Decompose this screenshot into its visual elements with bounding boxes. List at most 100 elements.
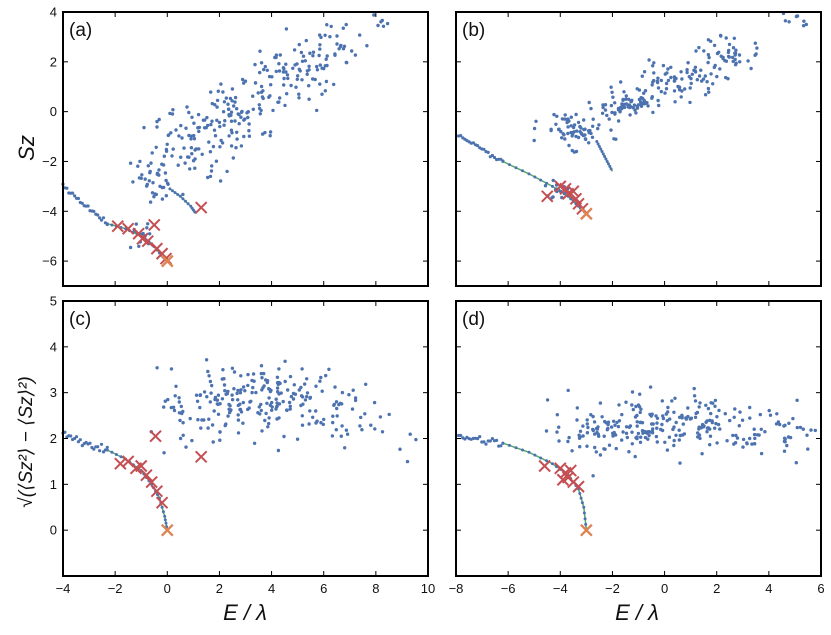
tail-point bbox=[73, 194, 77, 198]
scatter-point bbox=[600, 111, 605, 116]
scatter-point bbox=[635, 420, 639, 424]
x-axis-label-right-text: E / λ bbox=[615, 600, 659, 625]
scatter-point bbox=[259, 402, 263, 407]
scatter-point bbox=[232, 104, 236, 108]
scatter-point bbox=[414, 437, 418, 442]
x-tick-label: 6 bbox=[817, 581, 824, 596]
scatter-point bbox=[329, 24, 333, 29]
tail-point bbox=[482, 440, 486, 444]
scatter-point bbox=[634, 111, 638, 115]
curve-point bbox=[605, 160, 609, 163]
scatter-point bbox=[308, 409, 312, 413]
scatter-point bbox=[269, 83, 273, 87]
scatter-point bbox=[236, 403, 240, 408]
scatter-point bbox=[196, 112, 201, 117]
scatter-point bbox=[212, 128, 217, 132]
scatter-point bbox=[239, 388, 243, 392]
scatter-point bbox=[639, 435, 643, 439]
curve-point bbox=[595, 140, 599, 143]
scatter-point bbox=[648, 385, 653, 389]
scatter-point bbox=[703, 93, 708, 97]
scatter-point bbox=[234, 146, 238, 150]
scatter-point bbox=[369, 423, 373, 427]
scatter-point bbox=[677, 415, 682, 419]
scatter-point bbox=[207, 417, 211, 421]
curve-point bbox=[181, 197, 185, 201]
panel-frame bbox=[455, 11, 822, 287]
scatter-point bbox=[738, 410, 742, 414]
scatter-point bbox=[134, 222, 138, 226]
scatter-point bbox=[220, 377, 224, 381]
x-tick-label: 10 bbox=[421, 581, 435, 596]
scatter-point bbox=[196, 418, 200, 422]
scatter-point bbox=[174, 128, 178, 132]
scatter-point bbox=[140, 173, 144, 177]
scatter-point bbox=[408, 432, 412, 436]
x-tick-label: 2 bbox=[216, 581, 223, 596]
scatter-point bbox=[686, 414, 690, 419]
curve-point bbox=[607, 162, 610, 166]
scatter-point bbox=[299, 403, 303, 408]
scatter-point bbox=[672, 79, 677, 83]
scatter-point bbox=[705, 80, 709, 84]
scatter-point bbox=[179, 404, 183, 409]
scatter-point bbox=[166, 182, 170, 186]
scatter-point bbox=[258, 412, 262, 416]
scatter-point bbox=[668, 417, 672, 421]
tail-point bbox=[499, 444, 503, 448]
scatter-point bbox=[263, 418, 267, 423]
tail-point bbox=[459, 433, 463, 438]
tail-point bbox=[80, 444, 84, 448]
scatter-point bbox=[591, 428, 595, 433]
scatter-point bbox=[197, 129, 201, 134]
scatter-point bbox=[594, 450, 598, 454]
scatter-point bbox=[286, 76, 290, 81]
scatter-point bbox=[291, 397, 296, 401]
x-tick-label: −2 bbox=[605, 581, 620, 596]
curve-point bbox=[105, 222, 109, 226]
scatter-point bbox=[305, 69, 310, 73]
scatter-point bbox=[713, 426, 717, 430]
tail-point bbox=[99, 218, 104, 222]
scatter-point bbox=[217, 120, 222, 125]
scatter-point bbox=[650, 83, 654, 87]
scatter-point bbox=[706, 60, 710, 65]
scatter-point bbox=[718, 67, 722, 71]
curve-point bbox=[551, 184, 554, 188]
tail-point bbox=[63, 430, 67, 434]
scatter-point bbox=[554, 122, 558, 127]
y-tick-label: 2 bbox=[50, 431, 57, 446]
scatter-point bbox=[596, 126, 600, 131]
scatter-point bbox=[661, 63, 666, 68]
x-axis-label-left: E / λ bbox=[223, 600, 267, 625]
scatter-point bbox=[180, 136, 184, 140]
scatter-point bbox=[672, 438, 676, 443]
scatter-point bbox=[141, 231, 145, 236]
scatter-point bbox=[642, 70, 647, 74]
scatter-point bbox=[578, 124, 582, 129]
scatter-point bbox=[398, 447, 402, 451]
scatter-point bbox=[297, 388, 301, 392]
scatter-point bbox=[224, 96, 228, 100]
scatter-point bbox=[177, 400, 181, 404]
scatter-point bbox=[585, 422, 589, 426]
curve-point bbox=[161, 510, 165, 514]
scatter-point bbox=[775, 412, 779, 416]
scatter-point bbox=[585, 444, 589, 448]
scatter-point bbox=[578, 445, 582, 449]
scatter-point bbox=[157, 168, 161, 172]
scatter-point bbox=[609, 425, 614, 429]
scatter-point bbox=[160, 197, 165, 201]
scatter-point bbox=[148, 169, 152, 174]
scatter-point bbox=[308, 51, 312, 55]
scatter-point bbox=[251, 107, 255, 112]
scatter-point bbox=[574, 112, 578, 117]
scatter-point bbox=[162, 185, 166, 190]
tail-point bbox=[74, 435, 79, 439]
scatter-point bbox=[317, 53, 321, 58]
scatter-point bbox=[655, 79, 660, 84]
panel-frame bbox=[62, 300, 429, 577]
scatter-point bbox=[263, 64, 267, 69]
scatter-point bbox=[315, 68, 320, 72]
scatter-point bbox=[562, 133, 566, 137]
